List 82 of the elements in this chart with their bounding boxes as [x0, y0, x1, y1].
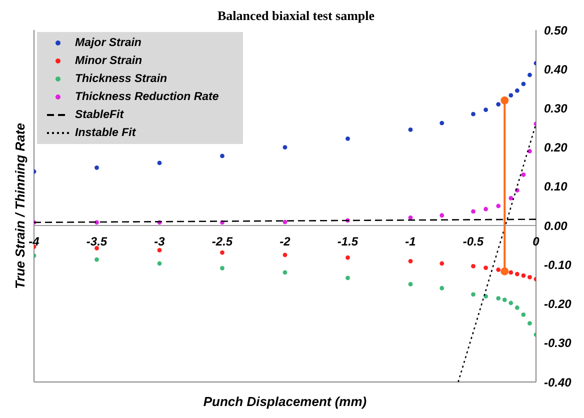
point [500, 267, 509, 276]
point [282, 252, 288, 258]
point [440, 213, 444, 218]
point [528, 321, 532, 326]
y-tick-label: 0.50 [544, 23, 568, 38]
y-tick-label: -0.20 [544, 297, 572, 312]
point [220, 250, 224, 255]
y-tick-label: -0.10 [544, 258, 572, 272]
y-tick-label: 0.40 [544, 62, 568, 76]
y-tick-label: 0.10 [544, 180, 568, 194]
point [502, 298, 507, 302]
y-tick-label: -0.40 [544, 375, 572, 390]
point [346, 136, 350, 141]
point [508, 270, 514, 275]
legend-label: Major Strain [75, 37, 142, 49]
point [496, 102, 501, 107]
point [408, 128, 413, 132]
point [94, 165, 99, 170]
point [528, 274, 532, 280]
legend-label: Thickness Reduction Rate [75, 91, 219, 103]
x-tick-label: -1.5 [337, 234, 358, 249]
x-tick-label: -2.5 [212, 234, 233, 249]
point [157, 261, 162, 266]
point [471, 112, 476, 116]
point [484, 206, 488, 212]
point [521, 172, 526, 177]
point [408, 282, 413, 286]
point [500, 96, 509, 104]
y-tick-label: 0.30 [544, 101, 568, 116]
point [440, 120, 444, 126]
point [282, 145, 288, 150]
x-tick-label: -1 [405, 234, 416, 249]
y-axis-title: True Strain / Thinning Rate [12, 123, 28, 289]
point [528, 149, 532, 154]
point [508, 93, 514, 98]
point [521, 273, 526, 278]
point [346, 276, 350, 280]
point [220, 154, 224, 158]
point [440, 286, 444, 290]
point [514, 88, 520, 93]
point [157, 160, 162, 166]
point [440, 261, 444, 266]
x-tick-label: -3.5 [86, 234, 108, 249]
legend-label: StableFit [75, 109, 124, 121]
point [471, 209, 476, 214]
point [496, 204, 501, 208]
x-axis-title: Punch Displacement (mm) [203, 394, 367, 409]
point [94, 220, 99, 225]
point [514, 305, 520, 310]
point [220, 266, 224, 270]
x-tick-label: -2 [280, 234, 291, 249]
x-tick-label: -0.5 [462, 234, 484, 249]
point [408, 216, 413, 220]
y-tick-label: 0.20 [544, 140, 568, 155]
legend-label: Minor Strain [75, 55, 142, 67]
x-tick-label: -3 [154, 234, 166, 249]
x-tick-label: 0 [532, 234, 540, 249]
point [521, 82, 526, 86]
point [521, 312, 526, 317]
point [484, 108, 488, 112]
point [157, 248, 162, 252]
point [346, 255, 350, 260]
point [496, 296, 501, 300]
point [528, 72, 532, 78]
point [514, 272, 520, 276]
point [282, 220, 288, 224]
x-tick-label: -4 [28, 234, 40, 249]
y-tick-label: -0.30 [544, 336, 572, 350]
point [408, 258, 413, 264]
point [282, 270, 288, 275]
chart-title: Balanced biaxial test sample [216, 8, 376, 24]
point [496, 268, 501, 272]
point [471, 264, 476, 268]
point [508, 196, 514, 200]
y-tick-label: 0.00 [544, 218, 568, 233]
point [508, 300, 514, 306]
legend-label: Instable Fit [75, 127, 136, 139]
point [94, 257, 99, 262]
point [471, 292, 476, 297]
legend-label: Thickness Strain [75, 73, 168, 85]
point [94, 246, 99, 250]
point [484, 266, 488, 270]
